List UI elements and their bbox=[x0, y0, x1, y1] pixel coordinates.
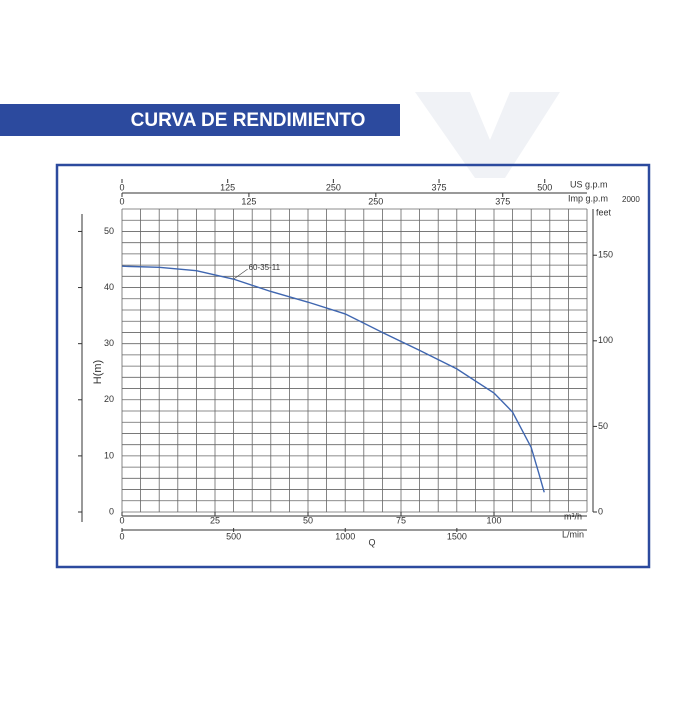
x3-tick-label: 0 bbox=[119, 182, 124, 192]
chart-title: CURVA DE RENDIMIENTO bbox=[131, 110, 366, 131]
x-unit: m³/h bbox=[564, 511, 582, 521]
y-tick-label: 0 bbox=[109, 506, 114, 516]
curve bbox=[121, 265, 545, 493]
x-tick-label: 25 bbox=[210, 515, 220, 525]
y-tick-label: 10 bbox=[104, 450, 114, 460]
x3-tick-label: 500 bbox=[537, 182, 552, 192]
x3-tick-label: 125 bbox=[220, 182, 235, 192]
x-tick-label: 75 bbox=[396, 515, 406, 525]
y-tick-label: 50 bbox=[104, 226, 114, 236]
y-tick-label: 40 bbox=[104, 282, 114, 292]
x2-tick-label: 0 bbox=[119, 531, 124, 541]
x2-tick-label: 1500 bbox=[447, 531, 467, 541]
y-tick-label: 20 bbox=[104, 394, 114, 404]
y2-tick-label: 0 bbox=[598, 506, 603, 516]
x4-unit: Imp g.p.m bbox=[568, 193, 608, 203]
x2-tick-label: 500 bbox=[226, 531, 241, 541]
x2-unit: L/min bbox=[562, 529, 584, 539]
x-tick-label: 0 bbox=[119, 515, 124, 525]
chart-frame bbox=[55, 163, 651, 569]
annotation: 2000 bbox=[622, 195, 640, 204]
y2-tick-label: 100 bbox=[598, 335, 613, 345]
x2-tick-label: 1000 bbox=[335, 531, 355, 541]
x3-tick-label: 375 bbox=[432, 182, 447, 192]
y2-tick-label: 50 bbox=[598, 421, 608, 431]
curve-label-leader bbox=[233, 268, 248, 280]
curve-label: 60-35-11 bbox=[249, 263, 281, 272]
x3-tick-label: 250 bbox=[326, 182, 341, 192]
x4-tick-label: 375 bbox=[495, 196, 510, 206]
x-tick-label: 50 bbox=[303, 515, 313, 525]
x4-tick-label: 0 bbox=[119, 196, 124, 206]
x4-tick-label: 125 bbox=[241, 196, 256, 206]
y-axis-label: H(m) bbox=[92, 360, 104, 384]
x4-tick-label: 250 bbox=[368, 196, 383, 206]
title-bar bbox=[0, 104, 400, 136]
x3-unit: US g.p.m bbox=[570, 179, 608, 189]
y2-tick-label: 150 bbox=[598, 250, 613, 260]
x-axis-label: Q bbox=[368, 537, 375, 547]
x-tick-label: 100 bbox=[486, 515, 501, 525]
y2-unit: feet bbox=[596, 207, 612, 217]
watermark bbox=[415, 92, 560, 178]
y-tick-label: 30 bbox=[104, 338, 114, 348]
